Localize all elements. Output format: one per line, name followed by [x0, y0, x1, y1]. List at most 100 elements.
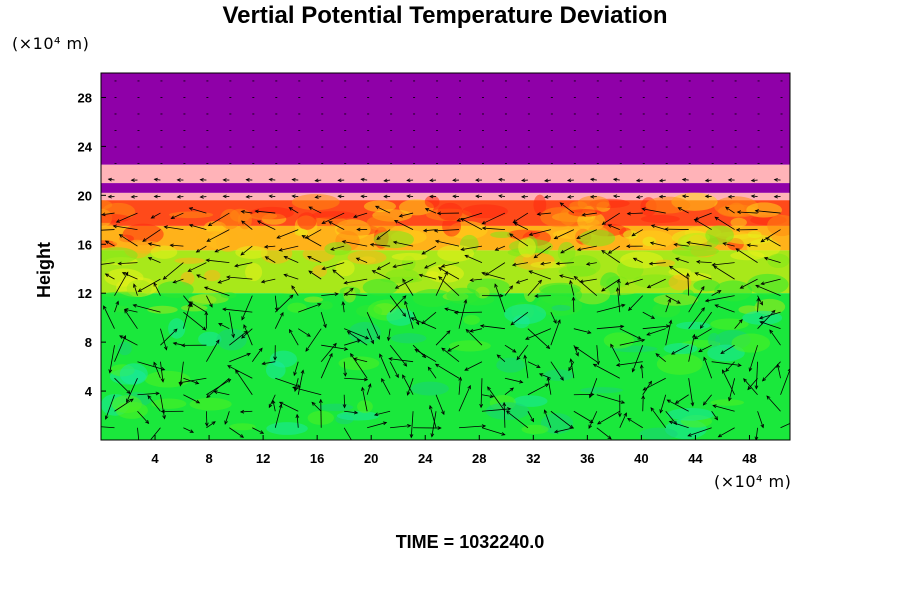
heat-blob-199 — [603, 332, 635, 349]
wind-vector-649 — [765, 237, 781, 247]
wind-vector-555 — [670, 344, 689, 355]
wind-vector-223 — [344, 377, 369, 382]
wind-vector-139 — [222, 307, 253, 313]
wind-vector-354 — [481, 394, 495, 399]
wind-vector-540 — [650, 224, 666, 230]
wind-vector-537 — [646, 278, 666, 289]
heat-blob-219 — [229, 423, 256, 431]
heat-blob-239 — [663, 343, 698, 355]
wind-vector-47 — [153, 361, 161, 379]
wind-vector-559 — [668, 265, 689, 280]
wind-vector-331 — [458, 384, 471, 412]
wind-vector-267 — [379, 353, 391, 379]
heat-blob-105 — [668, 268, 692, 276]
heat-blob-227 — [463, 315, 480, 325]
heat-blob-174 — [653, 293, 699, 306]
wind-vector-398 — [527, 383, 550, 396]
wind-vector-430 — [528, 229, 551, 236]
wind-vector-467 — [596, 345, 600, 366]
heat-blob-31 — [363, 200, 397, 213]
heat-blob-234 — [357, 400, 373, 414]
wind-vector-552 — [674, 394, 689, 404]
wind-vector-402 — [527, 328, 551, 350]
heat-blob-38 — [297, 212, 317, 230]
wind-vector-489 — [619, 338, 646, 346]
wind-vector-231 — [330, 245, 345, 251]
wind-vector-77 — [169, 243, 184, 248]
wind-vector-336 — [458, 299, 468, 329]
wind-vector-451 — [560, 245, 575, 254]
wind-vector-363 — [460, 245, 483, 252]
wind-vector-211 — [308, 206, 322, 214]
wind-vector-496 — [607, 224, 620, 230]
wind-vector-278 — [383, 194, 391, 199]
wind-vector-604 — [711, 262, 735, 267]
wind-vector-180 — [293, 361, 299, 377]
wind-vector-596 — [722, 369, 735, 395]
wind-vector-462 — [596, 427, 612, 440]
wind-vector-463 — [588, 411, 598, 429]
wind-vector-210 — [304, 229, 322, 239]
heat-blob-216 — [198, 331, 222, 347]
wind-vector-358 — [469, 328, 483, 333]
wind-vector-1 — [114, 398, 134, 412]
wind-vector-488 — [610, 343, 621, 362]
wind-vector-432 — [544, 195, 551, 199]
heat-blob-211 — [410, 381, 449, 396]
wind-vector-199 — [311, 401, 322, 412]
heat-blob-208 — [266, 422, 308, 435]
heat-blob-160 — [523, 280, 537, 303]
wind-vector-268 — [389, 361, 399, 379]
wind-vector-426 — [534, 294, 551, 298]
wind-vector-646 — [755, 284, 781, 297]
wind-vector-66 — [183, 427, 195, 433]
wind-vector-75 — [172, 278, 184, 284]
wind-vector-443 — [569, 358, 575, 379]
wind-vector-272 — [389, 295, 407, 318]
wind-vector-386 — [481, 226, 505, 231]
wind-vector-385 — [494, 245, 506, 251]
wind-vector-209 — [301, 235, 322, 247]
wind-vector-541 — [641, 207, 666, 214]
wind-vector-48 — [160, 361, 165, 383]
wind-vector-92 — [206, 339, 220, 362]
wind-vector-652 — [773, 194, 781, 199]
wind-vector-624 — [757, 295, 763, 306]
wind-vector-100 — [188, 223, 207, 230]
wind-vector-579 — [699, 311, 712, 329]
x-tick-label-4: 4 — [151, 451, 159, 466]
wind-vector-594 — [717, 427, 735, 438]
wind-vector-53 — [137, 278, 161, 292]
wind-vector-33 — [118, 234, 138, 247]
wind-vector-342 — [433, 228, 460, 233]
wind-vector-125 — [222, 178, 230, 182]
wind-vector-74 — [183, 295, 193, 308]
wind-vector-113 — [206, 377, 230, 399]
heat-blob-9 — [442, 215, 462, 237]
heat-blob-179 — [446, 287, 480, 304]
wind-vector-429 — [533, 245, 552, 259]
wind-vector-384 — [484, 262, 506, 276]
wind-vector-250 — [343, 292, 368, 297]
wind-vector-557 — [688, 285, 705, 313]
wind-vector-207 — [308, 270, 322, 280]
wind-vector-359 — [453, 310, 482, 315]
wind-vector-563 — [677, 207, 689, 214]
heat-blob-237 — [265, 361, 286, 380]
wind-vector-35 — [115, 212, 138, 223]
wind-vector-601 — [714, 304, 735, 313]
wind-vector-313 — [435, 330, 451, 346]
wind-vector-118 — [203, 286, 230, 297]
wind-vector-81 — [176, 178, 184, 182]
wind-vector-465 — [588, 378, 598, 399]
wind-vector-506 — [627, 417, 643, 429]
wind-vector-101 — [188, 207, 207, 214]
wind-vector-318 — [424, 262, 437, 269]
heat-blob-87 — [101, 224, 119, 241]
wind-vector-141 — [226, 275, 253, 280]
wind-vector-298 — [393, 220, 414, 230]
wind-vector-418 — [543, 409, 552, 428]
wind-vector-625 — [739, 278, 758, 289]
wind-vector-582 — [695, 260, 712, 264]
wind-vector-256 — [360, 194, 368, 199]
